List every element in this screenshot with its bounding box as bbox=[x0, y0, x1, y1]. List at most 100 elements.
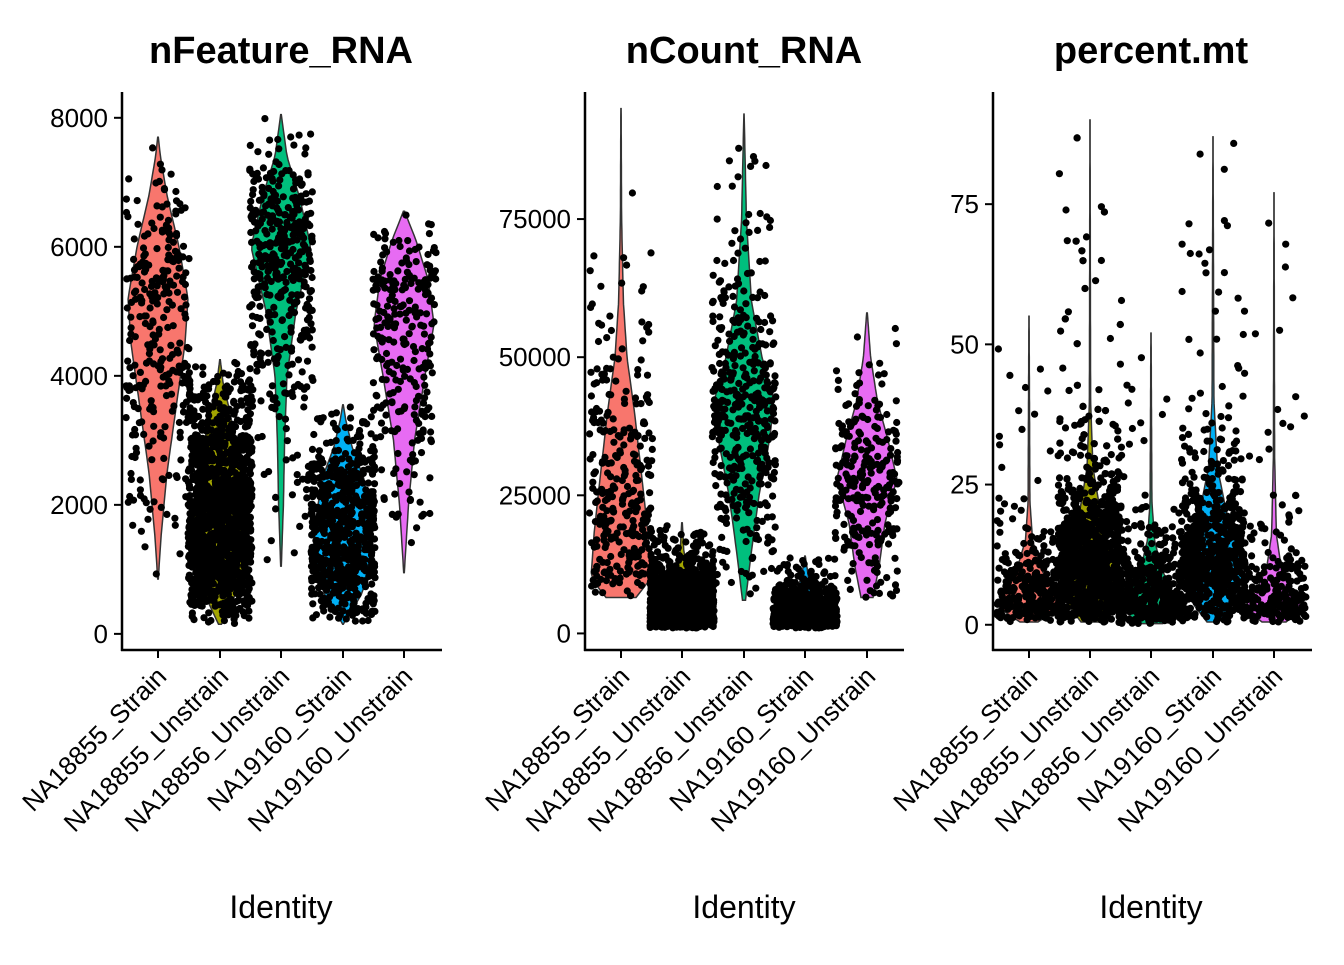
data-point bbox=[716, 279, 723, 286]
data-point bbox=[286, 224, 293, 231]
data-point bbox=[296, 132, 303, 139]
data-point bbox=[362, 603, 369, 610]
data-point bbox=[590, 470, 597, 477]
data-point bbox=[389, 511, 396, 518]
data-point bbox=[648, 457, 655, 464]
panel-0: nFeature_RNA02000400060008000NA18855_Str… bbox=[16, 30, 442, 925]
data-point bbox=[254, 170, 261, 177]
data-point bbox=[757, 465, 764, 472]
data-point bbox=[423, 389, 430, 396]
data-point bbox=[318, 455, 325, 462]
data-point bbox=[647, 472, 654, 479]
data-point bbox=[130, 372, 137, 379]
data-point bbox=[727, 377, 734, 384]
data-point bbox=[310, 431, 317, 438]
data-point bbox=[150, 423, 157, 430]
data-point bbox=[333, 409, 340, 416]
data-point bbox=[427, 436, 434, 443]
data-point bbox=[731, 362, 738, 369]
data-point bbox=[722, 360, 729, 367]
data-point bbox=[729, 293, 736, 300]
data-point bbox=[327, 571, 334, 578]
data-point bbox=[617, 523, 624, 530]
data-point bbox=[176, 363, 183, 370]
data-point bbox=[172, 210, 179, 217]
data-point bbox=[347, 404, 354, 411]
data-point bbox=[169, 302, 176, 309]
data-point bbox=[742, 391, 749, 398]
data-point bbox=[367, 534, 374, 541]
data-point bbox=[396, 480, 403, 487]
data-point bbox=[303, 383, 310, 390]
data-point bbox=[588, 392, 595, 399]
data-point bbox=[593, 536, 600, 543]
data-point bbox=[672, 547, 679, 554]
data-point bbox=[267, 319, 274, 326]
data-point bbox=[218, 480, 225, 487]
data-point bbox=[142, 250, 149, 257]
data-point bbox=[137, 383, 144, 390]
data-point bbox=[621, 396, 628, 403]
data-point bbox=[349, 523, 356, 530]
data-point bbox=[709, 318, 716, 325]
data-point bbox=[726, 157, 733, 164]
data-point bbox=[615, 355, 622, 362]
data-point bbox=[629, 517, 636, 524]
data-point bbox=[382, 412, 389, 419]
data-point bbox=[308, 591, 315, 598]
data-point bbox=[341, 509, 348, 516]
data-point bbox=[162, 267, 169, 274]
data-point bbox=[229, 566, 236, 573]
data-point bbox=[659, 614, 666, 621]
data-point bbox=[762, 162, 769, 169]
data-point bbox=[411, 403, 418, 410]
data-point bbox=[408, 323, 415, 330]
data-point bbox=[356, 427, 363, 434]
data-point bbox=[225, 434, 232, 441]
data-point bbox=[307, 131, 314, 138]
data-point bbox=[201, 554, 208, 561]
data-point bbox=[329, 509, 336, 516]
data-point bbox=[718, 462, 725, 469]
data-point bbox=[278, 259, 285, 266]
data-point bbox=[599, 488, 606, 495]
data-point bbox=[706, 597, 713, 604]
data-point bbox=[342, 424, 349, 431]
data-point bbox=[187, 404, 194, 411]
data-point bbox=[300, 241, 307, 248]
data-point bbox=[747, 590, 754, 597]
data-point bbox=[619, 477, 626, 484]
data-point bbox=[343, 574, 350, 581]
data-point bbox=[302, 144, 309, 151]
data-point bbox=[347, 415, 354, 422]
data-point bbox=[229, 576, 236, 583]
data-point bbox=[277, 346, 284, 353]
data-point bbox=[284, 437, 291, 444]
data-point bbox=[754, 517, 761, 524]
data-point bbox=[756, 480, 763, 487]
data-point bbox=[380, 402, 387, 409]
data-point bbox=[290, 171, 297, 178]
data-point bbox=[772, 524, 779, 531]
data-point bbox=[148, 397, 155, 404]
data-point bbox=[761, 417, 768, 424]
data-point bbox=[761, 292, 768, 299]
data-point bbox=[657, 581, 664, 588]
data-point bbox=[752, 585, 759, 592]
data-point bbox=[734, 444, 741, 451]
data-point bbox=[252, 207, 259, 214]
data-point bbox=[323, 508, 330, 515]
data-point bbox=[194, 531, 201, 538]
data-point bbox=[420, 374, 427, 381]
data-point bbox=[148, 283, 155, 290]
data-point bbox=[310, 550, 317, 557]
data-point bbox=[157, 346, 164, 353]
data-point bbox=[166, 355, 173, 362]
data-point bbox=[287, 133, 294, 140]
data-point bbox=[645, 429, 652, 436]
data-point bbox=[176, 419, 183, 426]
data-point bbox=[716, 436, 723, 443]
data-point bbox=[255, 330, 262, 337]
data-point bbox=[370, 492, 377, 499]
data-point bbox=[333, 437, 340, 444]
